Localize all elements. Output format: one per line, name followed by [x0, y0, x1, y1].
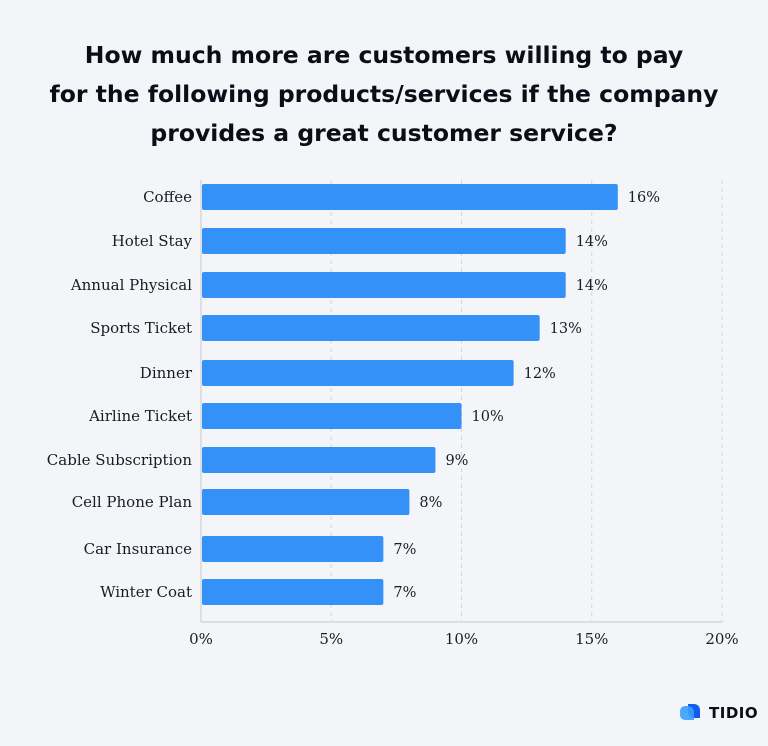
bar: [202, 228, 566, 254]
bar: [202, 315, 540, 341]
x-tick-label: 0%: [189, 630, 213, 648]
bar: [202, 184, 618, 210]
chart-title: How much more are customers willing to p…: [0, 36, 768, 153]
category-label: Hotel Stay: [112, 232, 193, 250]
data-label: 7%: [393, 542, 416, 558]
data-label: 8%: [419, 495, 442, 511]
data-label: 9%: [445, 453, 468, 469]
data-label: 16%: [628, 190, 660, 206]
title-line: for the following products/services if t…: [49, 80, 719, 108]
x-tick-label: 5%: [319, 630, 343, 648]
bar: [202, 489, 410, 515]
tidio-logo-icon: [680, 704, 700, 720]
data-label: 14%: [576, 278, 608, 294]
bar: [202, 360, 514, 386]
category-label: Sports Ticket: [90, 319, 192, 337]
data-label: 13%: [550, 321, 582, 337]
category-label: Cell Phone Plan: [72, 493, 193, 511]
data-label: 10%: [472, 409, 504, 425]
category-label: Annual Physical: [70, 276, 192, 294]
data-label: 7%: [393, 585, 416, 601]
category-label: Winter Coat: [100, 583, 192, 601]
bar: [202, 403, 462, 429]
x-tick-label: 20%: [705, 630, 738, 648]
data-label: 14%: [576, 234, 608, 250]
bar: [202, 579, 384, 605]
category-label: Coffee: [143, 188, 192, 206]
data-label: 12%: [524, 366, 556, 382]
category-label: Dinner: [140, 364, 193, 382]
logo-text: TIDIO: [709, 704, 759, 722]
category-label: Car Insurance: [84, 540, 192, 558]
bar: [202, 447, 436, 473]
x-tick-label: 15%: [575, 630, 608, 648]
bar: [202, 536, 384, 562]
title-line: provides a great customer service?: [150, 119, 618, 147]
category-label: Cable Subscription: [47, 451, 193, 469]
x-tick-label: 10%: [445, 630, 478, 648]
title-line: How much more are customers willing to p…: [84, 41, 684, 69]
category-label: Airline Ticket: [88, 407, 192, 425]
tidio-logo: TIDIO: [679, 703, 758, 723]
bar: [202, 272, 566, 298]
